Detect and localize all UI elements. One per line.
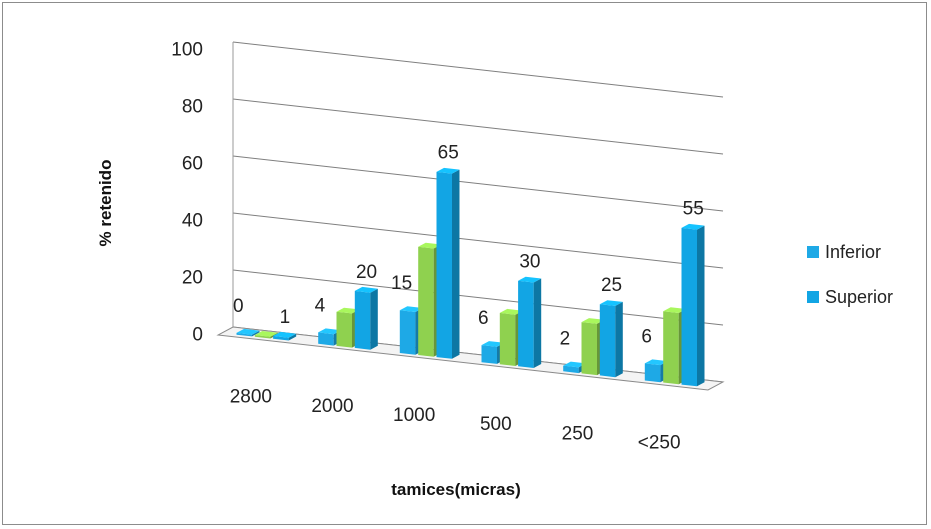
data-label: 0 [233, 296, 244, 317]
bar-front-face [436, 171, 452, 359]
legend-label-inferior: Inferior [825, 242, 881, 262]
x-axis-title: tamices(micras) [391, 480, 520, 499]
bar [354, 286, 378, 350]
bar-top-face [318, 328, 342, 335]
x-tick-label: 2800 [230, 387, 272, 408]
gridline [232, 212, 724, 269]
bar-top-face [254, 331, 278, 337]
bar-side-face [697, 225, 705, 387]
bar-front-face [663, 311, 679, 385]
bar-side-face [370, 288, 378, 350]
bar [518, 276, 542, 368]
y-axis-ticks: 100 80 60 40 20 0 [171, 39, 203, 345]
bar-side-face [252, 330, 260, 337]
bar-side-face [615, 301, 623, 378]
data-label: 6 [478, 308, 489, 329]
data-label: 4 [315, 295, 326, 316]
gridline [232, 98, 724, 155]
bar [273, 331, 297, 341]
y-tick-label: 20 [182, 267, 203, 288]
bar-front-face [681, 227, 697, 387]
data-label: 25 [601, 275, 622, 296]
bar-side-face [452, 169, 460, 359]
bar-top-face [236, 328, 260, 335]
bar-top-face [663, 307, 687, 313]
x-tick-label: 1000 [393, 405, 435, 426]
data-label: 6 [641, 326, 652, 347]
bar-front-face [499, 312, 516, 366]
bar-top-face [418, 242, 442, 249]
bar-top-face [518, 276, 542, 283]
bar-top-face [644, 359, 668, 366]
bar-front-face [599, 304, 616, 378]
legend: Inferior Superior [807, 242, 893, 307]
bar-top-face [273, 331, 297, 338]
bar-side-face [288, 333, 297, 341]
bar-top-face [336, 307, 360, 314]
bar-top-face [499, 308, 523, 315]
bar-front-face [581, 322, 597, 376]
data-label: 30 [519, 252, 540, 273]
bars [236, 167, 705, 387]
x-tick-label: <250 [638, 432, 681, 453]
data-labels: 0 1 4 20 15 65 6 30 2 25 6 55 [233, 143, 704, 350]
y-tick-label: 0 [192, 324, 203, 345]
bar-front-face [354, 290, 371, 350]
x-axis-ticks: 2800 2000 1000 500 250 <250 [230, 387, 681, 454]
bar-top-face [481, 341, 505, 347]
bar-top-face [354, 286, 378, 293]
bar [236, 328, 260, 337]
chart-svg: 0 1 4 20 15 65 6 30 2 25 6 55 100 80 60 40 20 0 2800 2000… [96, 39, 893, 499]
bar-top-face [563, 361, 587, 368]
legend-swatch-superior [807, 291, 819, 303]
bar-top-face [599, 300, 623, 306]
bar-front-face [236, 332, 252, 337]
bar [599, 300, 623, 378]
bar-front-face [644, 363, 661, 383]
y-tick-label: 40 [182, 210, 203, 231]
y-tick-label: 80 [182, 96, 203, 117]
legend-swatch-inferior [807, 246, 819, 258]
data-label: 2 [560, 328, 571, 349]
bar-side-face [533, 278, 542, 368]
data-label: 20 [356, 262, 377, 283]
y-axis-title: % retenido [96, 160, 115, 247]
bar-front-face [563, 365, 579, 374]
bar [436, 167, 460, 359]
legend-label-superior: Superior [825, 287, 893, 307]
bar-front-face [318, 332, 334, 346]
bar [681, 223, 705, 387]
bar-front-face [254, 335, 271, 339]
bar-top-face [581, 318, 605, 324]
bar-top-face [399, 306, 423, 312]
bar-top-face [681, 223, 705, 230]
data-label: 15 [391, 273, 412, 294]
data-label: 55 [683, 199, 704, 220]
bar-front-face [518, 280, 534, 368]
x-tick-label: 250 [562, 423, 594, 444]
bar-front-face [336, 311, 352, 348]
x-tick-label: 2000 [311, 396, 353, 417]
bar-front-face [481, 345, 497, 364]
bar-front-face [399, 310, 416, 355]
bar-top-face [436, 167, 460, 174]
x-tick-label: 500 [480, 414, 512, 435]
bar-front-face [273, 335, 289, 341]
y-tick-label: 60 [182, 153, 203, 174]
gridline [232, 155, 724, 212]
data-label: 1 [280, 307, 291, 328]
data-label: 65 [438, 143, 459, 164]
gridline [232, 269, 724, 326]
bar-front-face [418, 246, 434, 357]
y-tick-label: 100 [171, 39, 203, 60]
gridline [232, 41, 724, 98]
